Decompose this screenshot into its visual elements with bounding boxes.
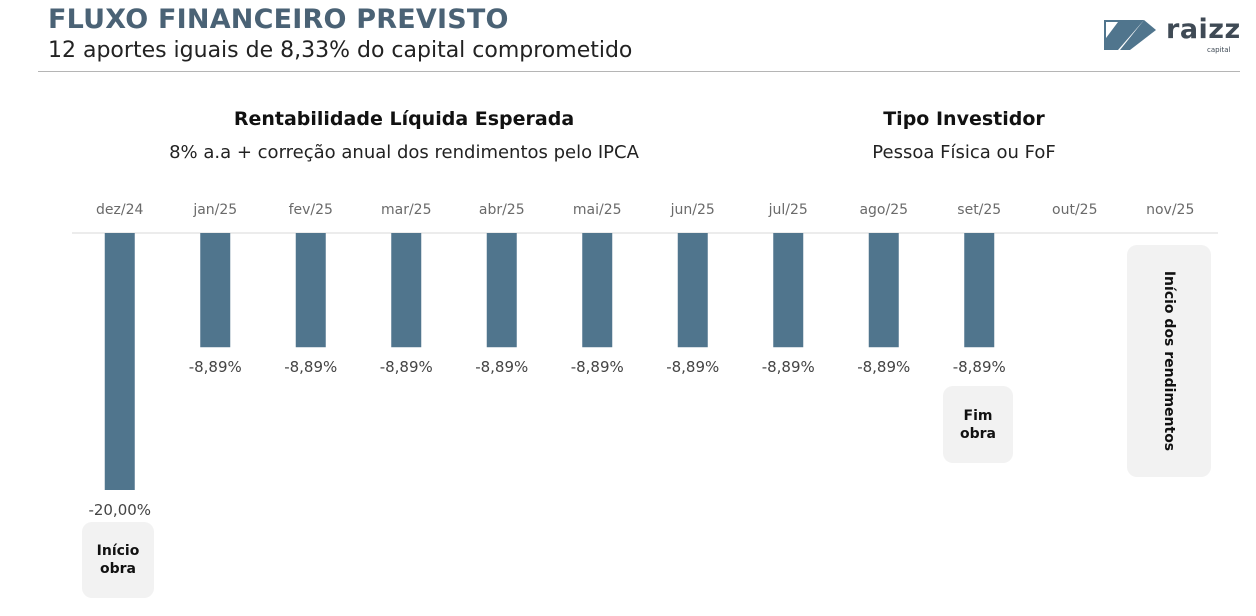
- brand-logo: raizz capital: [1104, 14, 1244, 56]
- header-divider: [38, 71, 1240, 72]
- page-title: FLUXO FINANCEIRO PREVISTO: [48, 4, 509, 35]
- logo-subtitle: capital: [1207, 46, 1231, 54]
- start-works-label: Início obra: [96, 543, 140, 577]
- end-works-label: Fim obra: [960, 407, 996, 442]
- chart-bar: [200, 233, 231, 348]
- x-tick-label: dez/24: [96, 202, 143, 218]
- x-tick-label: jul/25: [768, 202, 808, 218]
- bar-value-label: -8,89%: [380, 358, 433, 376]
- chart-bar: [295, 233, 326, 348]
- end-works-tag: Fim obra: [943, 386, 1013, 463]
- x-tick-label: ago/25: [859, 202, 908, 218]
- chart-bar: [868, 233, 899, 348]
- x-tick-label: set/25: [957, 202, 1001, 218]
- page-subtitle: 12 aportes iguais de 8,33% do capital co…: [48, 38, 633, 63]
- profitability-text: 8% a.a + correção anual dos rendimentos …: [169, 142, 639, 163]
- x-tick-label: mai/25: [573, 202, 622, 218]
- x-tick-label: jun/25: [670, 202, 715, 218]
- chart-bar: [391, 233, 422, 348]
- chart-bar: [582, 233, 613, 348]
- chart-bar: [486, 233, 517, 348]
- start-income-tag: Início dos rendimentos: [1127, 245, 1211, 477]
- x-tick-label: abr/25: [479, 202, 525, 218]
- bar-value-label: -8,89%: [284, 358, 337, 376]
- bar-value-label: -8,89%: [953, 358, 1006, 376]
- chart-bar: [773, 233, 804, 348]
- bar-value-label: -8,89%: [571, 358, 624, 376]
- bar-value-label: -8,89%: [189, 358, 242, 376]
- start-income-label: Início dos rendimentos: [1161, 270, 1178, 452]
- x-tick-label: out/25: [1052, 202, 1097, 218]
- chart-bar: [677, 233, 708, 348]
- bar-value-label: -20,00%: [88, 501, 151, 519]
- x-tick-label: jan/25: [192, 202, 237, 218]
- profitability-title: Rentabilidade Líquida Esperada: [233, 108, 575, 130]
- logo-mark-icon: [1104, 20, 1156, 50]
- logo-wordmark: raizz: [1166, 14, 1241, 45]
- investor-type-text: Pessoa Física ou FoF: [872, 142, 1056, 163]
- bar-value-label: -8,89%: [666, 358, 719, 376]
- bar-value-label: -8,89%: [857, 358, 910, 376]
- chart-bar: [104, 233, 135, 490]
- chart-bar: [964, 233, 995, 348]
- x-tick-label: mar/25: [381, 202, 432, 218]
- x-tick-label: fev/25: [289, 202, 333, 218]
- investor-type-title: Tipo Investidor: [883, 108, 1045, 130]
- x-tick-label: nov/25: [1146, 202, 1194, 218]
- bar-value-label: -8,89%: [762, 358, 815, 376]
- start-works-tag: Início obra: [82, 522, 154, 598]
- bar-value-label: -8,89%: [475, 358, 528, 376]
